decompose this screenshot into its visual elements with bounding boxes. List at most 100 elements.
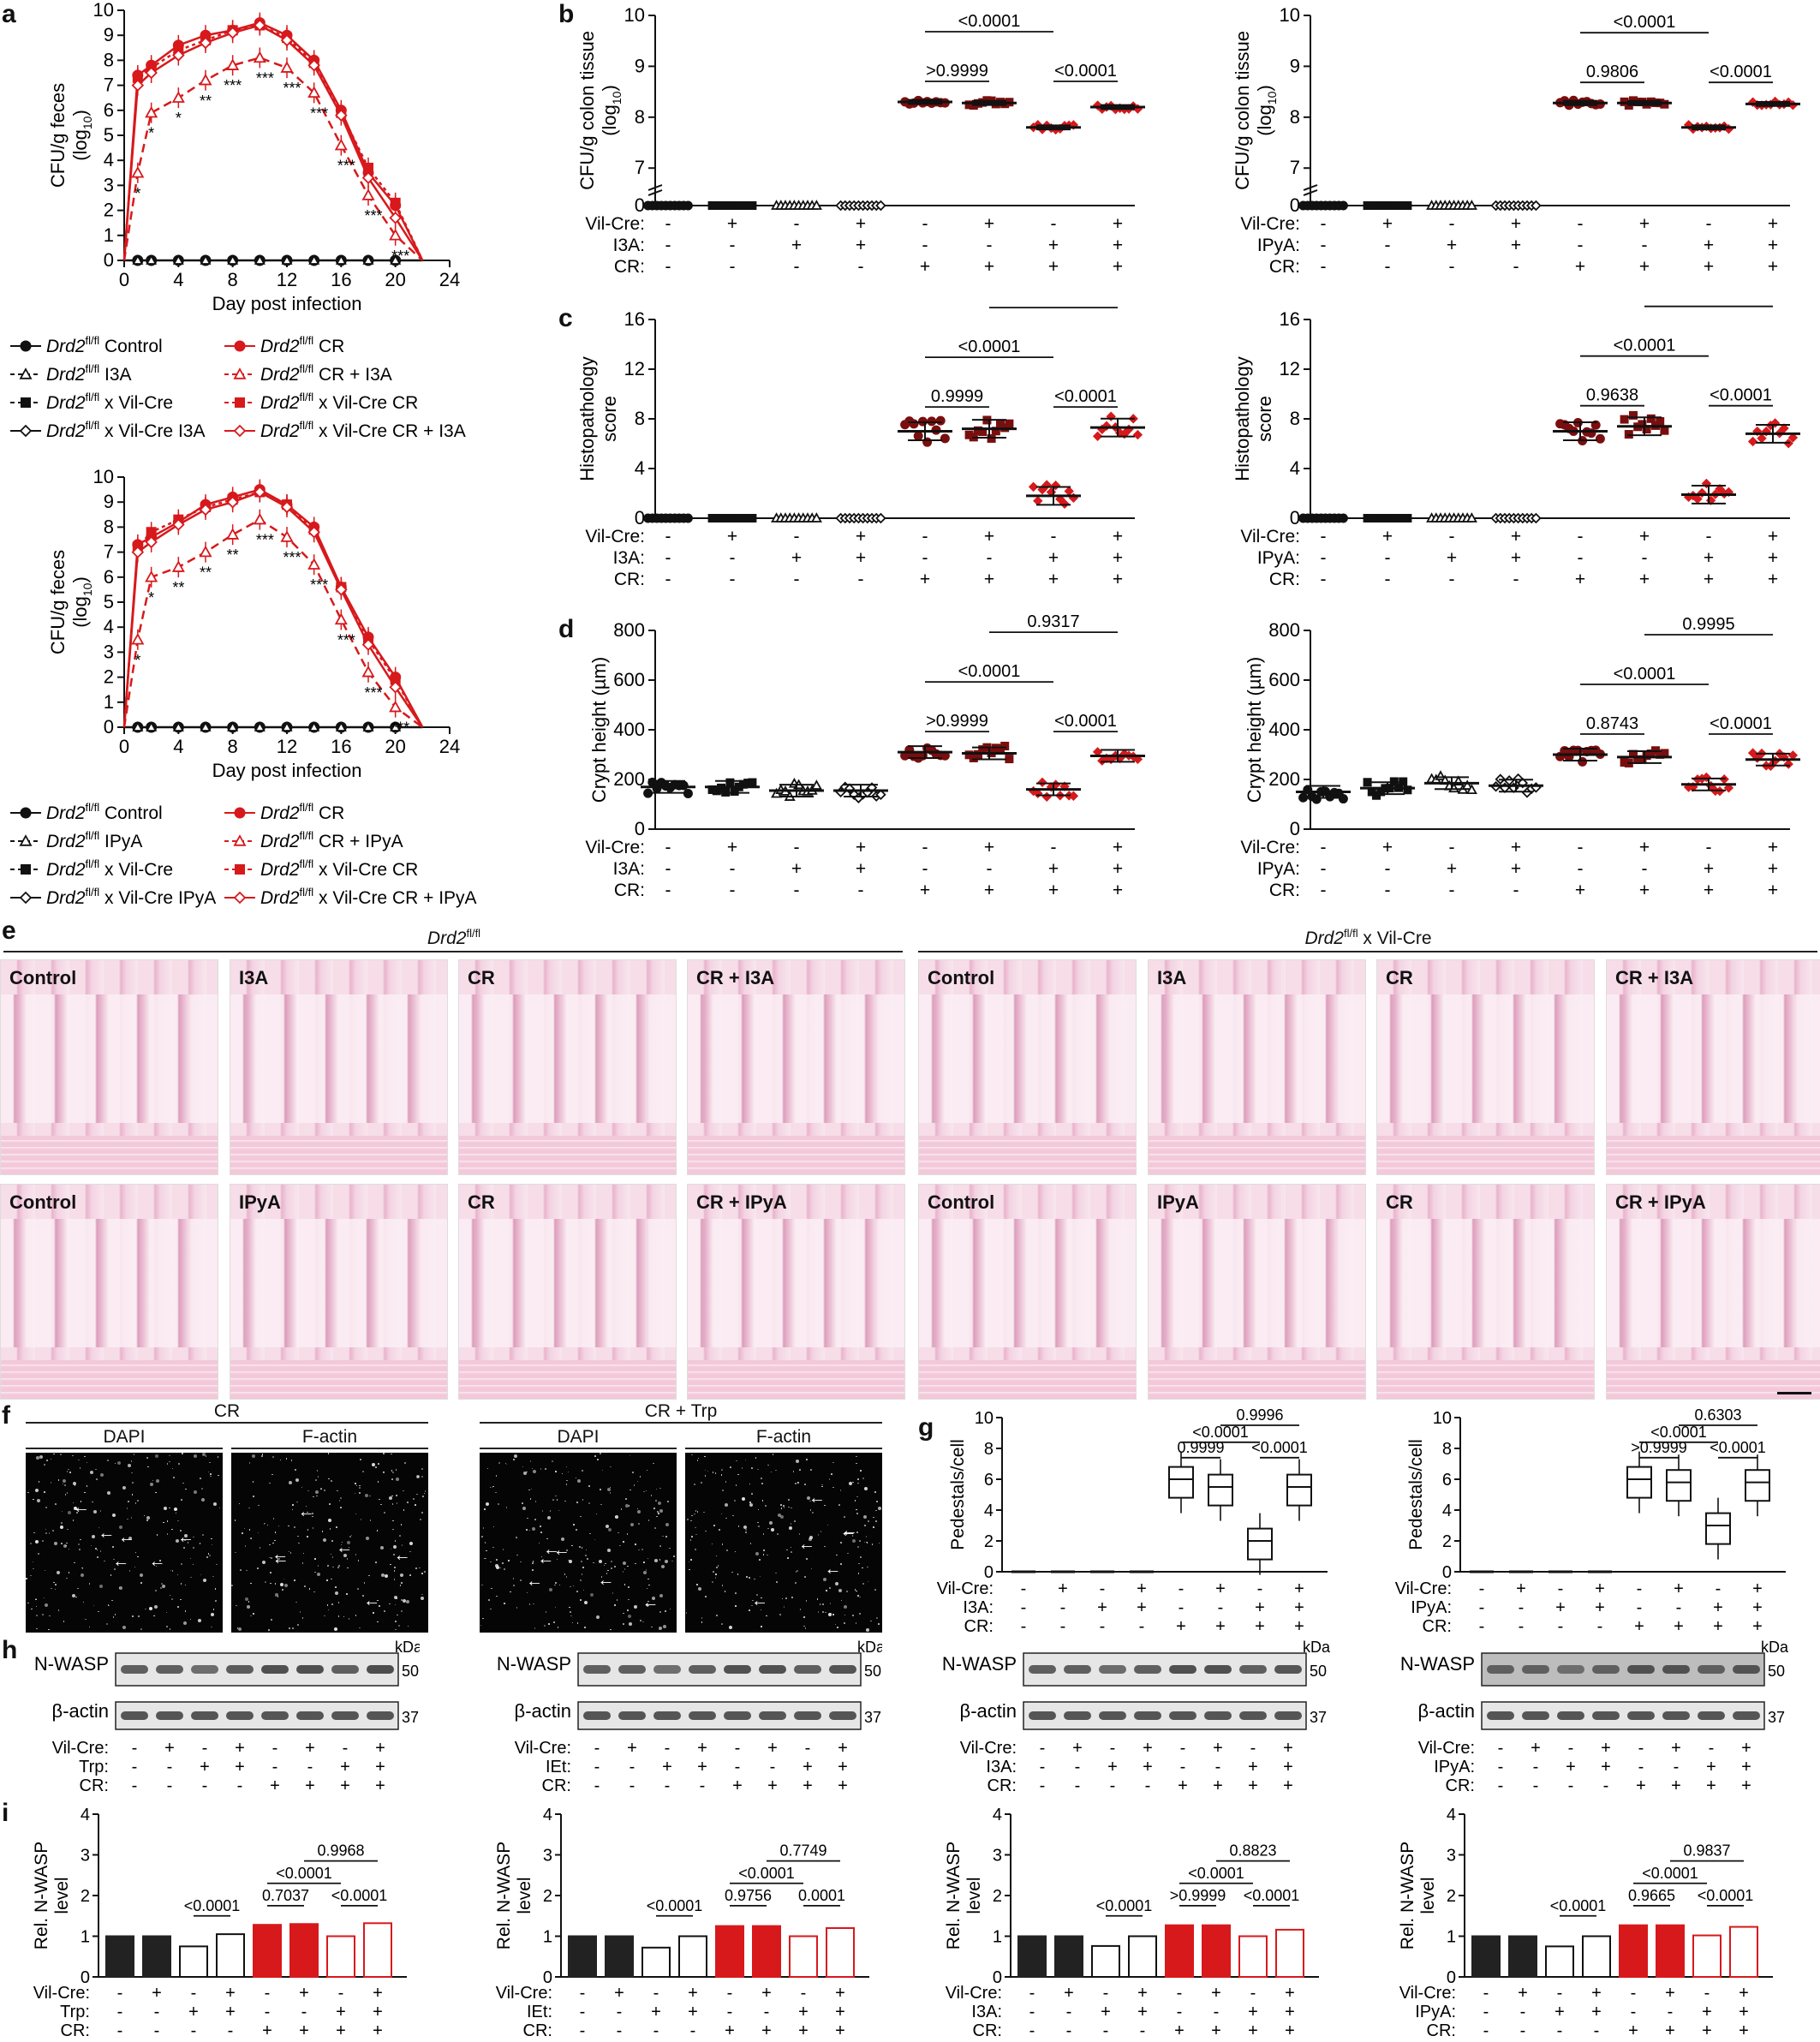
sign-cell: +: [1248, 1758, 1258, 1776]
baseline-point: [281, 254, 293, 265]
legend-label: Drd2fl/fl x Vil-Cre: [46, 391, 173, 413]
fluorescence-speckle: [526, 1471, 528, 1473]
group-right-title: Drd2fl/fl x Vil-Cre: [1304, 927, 1432, 948]
row-label: IEt:: [527, 2003, 552, 2021]
fluorescence-speckle: [530, 1488, 533, 1490]
sign-cell: +: [1294, 1579, 1304, 1598]
data-point: [1531, 512, 1542, 524]
fluorescence-speckle: [619, 1544, 621, 1547]
fluorescence-speckle: [869, 1620, 872, 1622]
p-value: <0.0001: [1650, 1424, 1707, 1441]
fluorescence-speckle: [580, 1515, 582, 1518]
fluorescence-speckle: [258, 1504, 260, 1507]
sign-cell: +: [1516, 1579, 1526, 1598]
fluorescence-speckle: [26, 1578, 27, 1579]
row-label: I3A:: [971, 2003, 1002, 2021]
sign-cell: -: [805, 1739, 811, 1758]
histology-tile: I3A: [230, 959, 448, 1175]
fluorescence-speckle: [600, 1503, 602, 1506]
sign-cell: -: [1519, 1617, 1525, 1636]
fluorescence-speckle: [701, 1482, 702, 1484]
fluorescence-speckle: [737, 1526, 740, 1527]
p-value: <0.0001: [1054, 712, 1117, 731]
fluorescence-speckle: [253, 1496, 254, 1497]
row-label: Trp:: [79, 1758, 109, 1776]
fluorescence-speckle: [689, 1568, 691, 1571]
sign-cell: +: [375, 1758, 385, 1776]
fluorescence-speckle: [715, 1573, 717, 1575]
y-axis-label-2: level: [515, 1877, 534, 1914]
fluorescence-speckle: [378, 1462, 380, 1465]
sign-cell: -: [730, 257, 736, 277]
data-point: [1752, 426, 1763, 437]
sign-cell: -: [1479, 1617, 1485, 1636]
fluorescence-speckle: [653, 1462, 654, 1465]
fluorescence-speckle: [566, 1479, 568, 1482]
sign-cell: -: [1637, 1598, 1643, 1617]
fluorescence-speckle: [528, 1529, 531, 1532]
p-value: >0.9999: [1170, 1887, 1226, 1904]
fluorescence-speckle: [294, 1579, 295, 1581]
fluorescence-speckle: [326, 1579, 328, 1581]
fluorescence-speckle: [634, 1543, 636, 1546]
fluorescence-speckle: [331, 1556, 334, 1558]
y-tick-label: 0: [1290, 818, 1300, 839]
histology-tile: CR + I3A: [1606, 959, 1820, 1175]
row-label: CR:: [1269, 257, 1300, 277]
fluorescence-speckle: [114, 1614, 116, 1615]
sign-cell: -: [1060, 1598, 1066, 1617]
blot-loading-label: β-actin: [52, 1700, 109, 1722]
fluorescence-speckle: [46, 1459, 48, 1461]
data-point: [717, 201, 725, 210]
fluorescence-speckle: [346, 1540, 350, 1544]
legend-sup: fl/fl: [300, 419, 314, 432]
fluorescence-speckle: [128, 1463, 132, 1467]
sign-cell: +: [1768, 257, 1778, 277]
fluorescence-speckle: [236, 1627, 239, 1630]
sign-cell: -: [665, 1776, 671, 1795]
fluorescence-speckle: [643, 1571, 647, 1575]
data-point: [199, 73, 212, 86]
fluorescence-speckle: [56, 1571, 60, 1575]
significance-stars: ***: [364, 684, 382, 702]
y-tick-label: 0: [635, 194, 645, 216]
sign-cell: +: [727, 527, 737, 546]
fluorescence-speckle: [492, 1546, 494, 1549]
fluorescence-speckle: [393, 1570, 396, 1573]
fluorescence-speckle: [636, 1480, 639, 1483]
nwasp-band: [1733, 1665, 1760, 1674]
fluorescence-speckle: [159, 1587, 162, 1589]
sign-cell: -: [858, 881, 864, 900]
submucosa-texture: [688, 1360, 904, 1399]
fluorescence-speckle: [481, 1617, 484, 1620]
fluorescence-speckle: [113, 1568, 116, 1570]
fluorescence-speckle: [844, 1516, 845, 1518]
x-tick-label: 4: [173, 736, 183, 757]
y-axis-label-close: ): [1254, 85, 1275, 91]
sign-cell: +: [164, 1739, 175, 1758]
fluorescence-speckle: [250, 1537, 253, 1539]
fluorescence-speckle: [27, 1491, 29, 1494]
fluorescence-speckle: [405, 1599, 409, 1603]
data-point: [1372, 791, 1381, 800]
sign-cell: -: [630, 1758, 636, 1776]
y-axis-label-unit: (log10): [1254, 85, 1279, 136]
fluorescence-speckle: [169, 1460, 170, 1463]
fluorescence-speckle: [582, 1499, 584, 1501]
panel-label-d: d: [558, 615, 575, 643]
fluorescence-speckle: [690, 1559, 692, 1561]
fluorescence-speckle: [520, 1579, 522, 1581]
legend-marker: [19, 367, 33, 379]
bar: [363, 1922, 392, 1979]
fluorescence-speckle: [73, 1506, 77, 1510]
sign-cell: +: [838, 1739, 848, 1758]
legend-marker: [233, 891, 247, 905]
fluorescence-speckle: [540, 1526, 541, 1527]
fluorescence-speckle: [607, 1569, 609, 1572]
fluorescence-speckle: [688, 1561, 690, 1563]
fluorescence-speckle: [337, 1490, 338, 1492]
fluorescence-speckle: [554, 1471, 557, 1473]
sign-cell: -: [272, 1739, 278, 1758]
blot-loading-label: β-actin: [960, 1700, 1017, 1722]
y-tick-label: 5: [104, 124, 114, 146]
